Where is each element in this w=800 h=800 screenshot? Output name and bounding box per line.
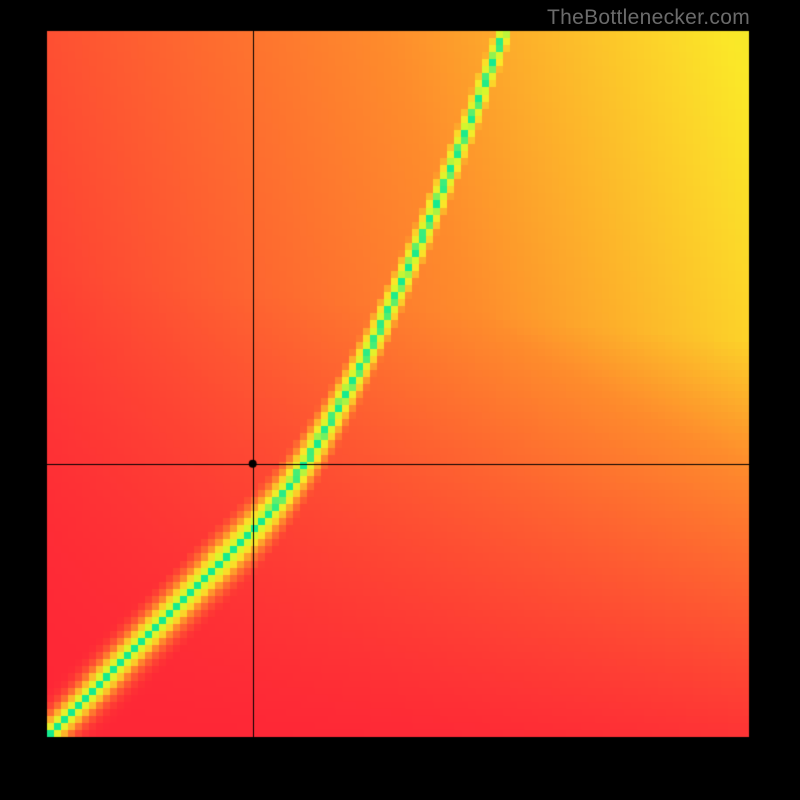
watermark-text: TheBottlenecker.com [547,6,750,30]
bottleneck-heatmap [0,0,800,800]
